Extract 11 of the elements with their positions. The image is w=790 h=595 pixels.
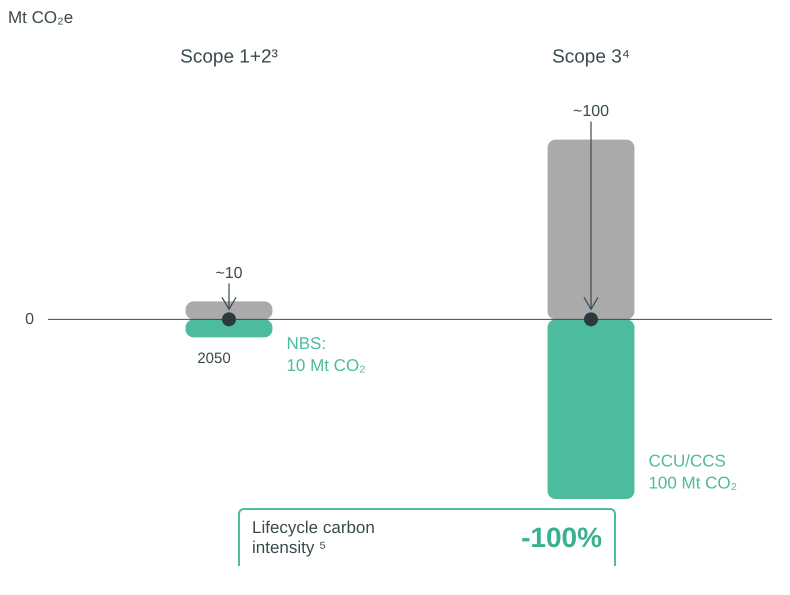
text: Lifecycle carbon intensity ⁵ bbox=[252, 518, 376, 558]
x-tick-label: Scope 3⁴ bbox=[552, 46, 630, 68]
annotation: CCU/CCS 100 Mt CO₂ bbox=[648, 452, 738, 493]
annotation: 2050 bbox=[197, 350, 231, 367]
y-axis-title: Mt CO₂e bbox=[8, 8, 74, 29]
data-label: ~10 bbox=[215, 264, 243, 282]
text: -100% bbox=[521, 522, 602, 554]
x-tick-label: Scope 1+2³ bbox=[180, 46, 278, 68]
text: 0 bbox=[25, 310, 34, 328]
data-label: ~100 bbox=[572, 103, 610, 120]
annotation: NBS: 10 Mt CO₂ bbox=[286, 334, 366, 376]
